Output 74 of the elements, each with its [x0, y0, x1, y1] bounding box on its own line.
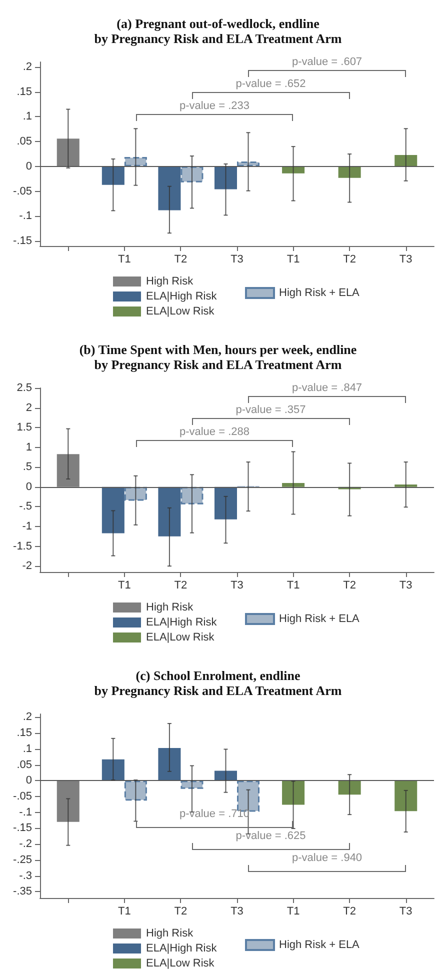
x-tick-label: T3	[230, 580, 244, 592]
legend-label: High Risk + ELA	[279, 613, 360, 625]
y-tick-label: .05	[16, 758, 32, 771]
y-tick-label: .2	[22, 60, 32, 73]
chart-subtitle: by Pregnancy Risk and ELA Treatment Arm	[94, 683, 342, 698]
annotation: p-value = .652	[236, 78, 306, 90]
annotation: p-value = .288	[179, 426, 250, 438]
x-tick-label: T3	[230, 906, 244, 918]
legend-label: High Risk	[146, 602, 194, 614]
legend-label: ELA|Low Risk	[146, 306, 215, 318]
y-tick-label: .2	[22, 711, 32, 724]
y-tick-label: 0	[26, 160, 32, 172]
x-tick-label: T3	[399, 254, 412, 266]
x-tick-label: T2	[343, 580, 356, 592]
y-tick-label: -.25	[13, 854, 32, 866]
y-tick-label: .1	[22, 110, 32, 123]
x-tick-label: T1	[286, 254, 300, 266]
y-tick-label: 0	[26, 774, 32, 787]
legend-label: ELA|Low Risk	[146, 958, 215, 970]
x-tick-label: T3	[230, 254, 244, 266]
y-tick-label: -2	[22, 560, 32, 572]
y-tick-label: .15	[16, 86, 32, 98]
x-tick-label: T2	[174, 580, 188, 592]
legend-label: High Risk + ELA	[279, 939, 360, 951]
annotation: p-value = .233	[179, 100, 250, 112]
annotation: p-value = .940	[292, 852, 362, 864]
y-tick-label: -.5	[19, 500, 32, 513]
y-tick-label: -.35	[13, 886, 32, 898]
legend-label: ELA|High Risk	[146, 290, 218, 302]
chart-title: (b) Time Spent with Men, hours per week, endline	[79, 342, 357, 357]
y-tick-label: .5	[22, 461, 32, 474]
annotation: p-value = .625	[236, 830, 306, 842]
x-tick-label: T1	[286, 580, 300, 592]
y-tick-label: -.05	[13, 790, 32, 802]
y-tick-label: 1.5	[16, 422, 32, 434]
y-tick-label: .1	[22, 742, 32, 755]
annotation: p-value = .357	[236, 404, 306, 416]
y-tick-label: -.15	[13, 822, 32, 834]
chart-title: (c) School Enrolment, endline	[136, 668, 300, 683]
legend-label: High Risk	[146, 928, 194, 940]
chart-subtitle: by Pregnancy Risk and ELA Treatment Arm	[94, 357, 342, 372]
y-tick-label: -.2	[19, 838, 32, 850]
x-tick-label: T1	[118, 580, 131, 592]
y-tick-label: -.05	[13, 185, 32, 198]
y-tick-label: 2	[26, 402, 32, 414]
legend-label: ELA|High Risk	[146, 942, 218, 954]
y-tick-label: -.3	[19, 870, 32, 882]
y-tick-label: 2.5	[16, 382, 32, 394]
y-tick-label: .05	[16, 136, 32, 148]
x-tick-label: T3	[399, 580, 412, 592]
y-tick-label: -.1	[19, 210, 32, 222]
annotation: p-value = .847	[292, 382, 362, 394]
x-tick-label: T2	[174, 254, 188, 266]
chart-subtitle: by Pregnancy Risk and ELA Treatment Arm	[94, 31, 342, 46]
x-tick-label: T2	[343, 906, 356, 918]
x-tick-label: T2	[174, 906, 188, 918]
legend-label: High Risk	[146, 276, 194, 288]
y-tick-label: 1	[26, 441, 32, 454]
chart-title: (a) Pregnant out-of-wedlock, endline	[116, 16, 320, 31]
y-tick-label: -1	[22, 520, 32, 532]
x-tick-label: T2	[343, 254, 356, 266]
y-tick-label: .15	[16, 727, 32, 740]
y-tick-label: -1.5	[13, 540, 32, 552]
y-tick-label: -.1	[19, 806, 32, 818]
x-tick-label: T1	[118, 254, 131, 266]
x-tick-label: T1	[118, 906, 131, 918]
legend-label: ELA|High Risk	[146, 616, 218, 628]
legend-label: High Risk + ELA	[279, 287, 360, 299]
annotation: p-value = .607	[292, 56, 362, 68]
legend-label: ELA|Low Risk	[146, 632, 215, 644]
x-tick-label: T1	[286, 906, 300, 918]
y-tick-label: -.15	[13, 235, 32, 248]
y-tick-label: 0	[26, 480, 32, 493]
x-tick-label: T3	[399, 906, 412, 918]
